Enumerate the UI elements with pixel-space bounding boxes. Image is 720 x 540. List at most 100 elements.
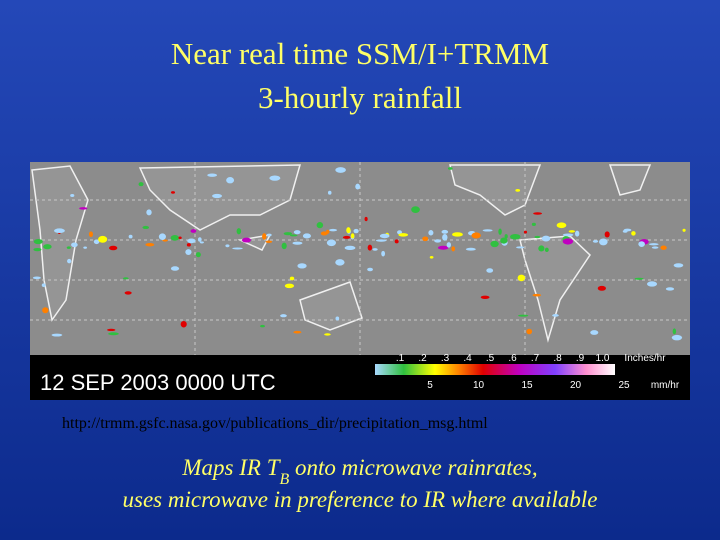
- rain-cell: [631, 231, 636, 236]
- rain-cell: [79, 207, 88, 210]
- rain-cell: [346, 227, 351, 234]
- rain-cell: [293, 330, 302, 334]
- rain-cell: [556, 222, 567, 229]
- rain-cell: [109, 245, 118, 251]
- rain-cell: [437, 245, 449, 250]
- rain-cell: [83, 246, 87, 249]
- rain-cell: [364, 216, 368, 222]
- rain-cell: [241, 237, 252, 243]
- rain-cell: [590, 330, 599, 335]
- rain-cell: [634, 277, 644, 280]
- rain-cell: [170, 266, 180, 271]
- rain-cell: [516, 246, 525, 249]
- rain-cell: [486, 268, 494, 273]
- rain-cell: [170, 235, 180, 241]
- rain-cell: [170, 191, 176, 194]
- rain-cell: [672, 328, 677, 335]
- rain-cell: [335, 167, 346, 173]
- rain-cell: [367, 244, 373, 251]
- rain-cell: [199, 241, 204, 244]
- rain-cell: [367, 267, 373, 272]
- rain-cell: [185, 249, 192, 255]
- rain-cell: [54, 228, 65, 234]
- rain-cell: [538, 245, 545, 252]
- rain-cell: [335, 259, 345, 266]
- caption-text: Maps IR T: [181, 455, 281, 480]
- rain-cell: [122, 277, 129, 280]
- rain-cell: [599, 238, 608, 246]
- rain-cell: [70, 194, 75, 197]
- rain-cell: [398, 233, 409, 237]
- rain-cells: [32, 167, 686, 341]
- rain-cell: [236, 228, 242, 235]
- mm-tick: 20: [570, 380, 582, 391]
- inch-tick: .3: [441, 353, 450, 364]
- rain-cell: [32, 276, 41, 280]
- rain-cell: [260, 324, 265, 328]
- rain-cell: [515, 188, 521, 192]
- rain-cell: [146, 209, 152, 216]
- rain-cell: [544, 247, 549, 252]
- rain-cell: [482, 229, 493, 232]
- rain-cell: [145, 243, 155, 247]
- rain-cell: [342, 235, 351, 239]
- rain-cell: [394, 239, 399, 244]
- rain-cell: [327, 190, 332, 195]
- rain-cell: [98, 235, 108, 243]
- rain-cell: [355, 183, 361, 190]
- rain-cell: [434, 239, 442, 243]
- rain-cell: [67, 258, 72, 264]
- rain-cell: [162, 239, 168, 242]
- rain-cell: [441, 229, 449, 234]
- rain-cell: [531, 222, 536, 226]
- rain-cell: [195, 252, 201, 258]
- rain-cell: [568, 230, 576, 233]
- rain-cell: [262, 233, 267, 240]
- rain-cell: [320, 231, 328, 236]
- mm-tick: 15: [521, 380, 533, 391]
- rain-cell: [266, 233, 272, 237]
- title-line: Near real time SSM/I+TRMM: [171, 36, 549, 71]
- source-url: http://trmm.gsfc.nasa.gov/publications_d…: [62, 415, 488, 432]
- caption-line: Maps IR TB onto microwave rainrates,: [181, 455, 537, 488]
- rain-cell: [648, 243, 659, 246]
- inch-tick: .9: [576, 353, 585, 364]
- rain-cell: [142, 225, 150, 230]
- rain-cell: [660, 245, 667, 250]
- inch-tick: .5: [486, 353, 495, 364]
- rain-cell: [411, 206, 420, 214]
- rain-cell: [381, 250, 386, 257]
- rain-cell: [604, 231, 610, 238]
- inch-unit: Inches/hr: [624, 353, 666, 364]
- rain-cell: [158, 233, 166, 240]
- mm-tick: 25: [618, 380, 630, 391]
- rain-cell: [43, 244, 52, 250]
- inch-tick: .6: [508, 353, 517, 364]
- rain-cell: [326, 239, 337, 247]
- rain-cell: [534, 235, 541, 239]
- rain-cell: [638, 241, 645, 247]
- rain-cell: [289, 276, 295, 281]
- rain-cell: [108, 332, 119, 336]
- rain-cell: [651, 246, 659, 249]
- rain-cell: [178, 236, 182, 240]
- graticule: [30, 162, 690, 355]
- rain-cell: [128, 234, 133, 239]
- rain-cell: [673, 263, 684, 268]
- rain-cell: [186, 243, 191, 247]
- rain-cell: [335, 316, 340, 321]
- rain-cell: [533, 212, 542, 215]
- rain-cell: [51, 333, 63, 337]
- rain-cell: [88, 231, 94, 238]
- rain-cell: [283, 232, 292, 236]
- rain-cell: [623, 228, 632, 232]
- rain-cell: [42, 307, 49, 314]
- rain-cell: [316, 222, 324, 229]
- rain-cell: [197, 237, 202, 242]
- rain-cell: [180, 320, 187, 328]
- rain-cell: [597, 285, 606, 291]
- rain-cell: [682, 228, 686, 232]
- rain-cell: [226, 177, 235, 184]
